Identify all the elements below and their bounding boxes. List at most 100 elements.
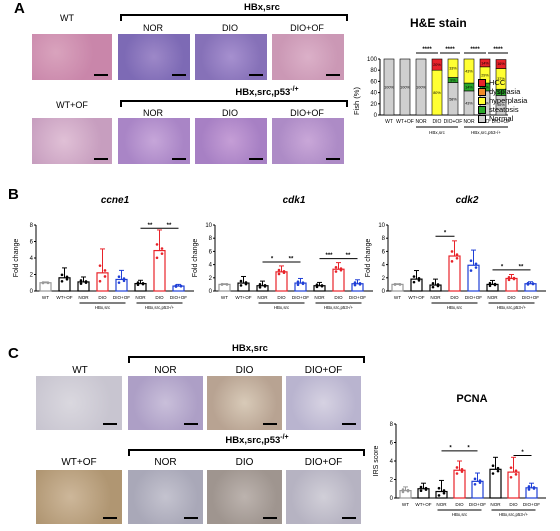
chart-ylabel: IRS score: [373, 446, 380, 477]
chart-point: [478, 479, 482, 482]
chart-point: [122, 279, 126, 283]
chart-bar: [417, 488, 430, 499]
chart-ytick-label: 2: [30, 273, 34, 279]
chart-point: [244, 282, 248, 286]
chart-point: [473, 482, 477, 486]
chart-point: [301, 282, 305, 286]
chart-point: [514, 469, 518, 472]
row1-group-label: HBx,src: [244, 2, 280, 13]
chart-point: [469, 269, 473, 272]
chart-point: [98, 264, 102, 267]
chart-point: [277, 272, 281, 276]
chart-point: [401, 490, 405, 494]
chart-point: [532, 487, 536, 490]
chart-xtick-label: DIO+OF: [113, 295, 130, 300]
chart-ytick-label: 4: [209, 263, 213, 269]
he-data-label: 43%: [465, 70, 473, 74]
chart-bar: [391, 283, 404, 292]
chart-bar: [410, 278, 423, 292]
legend-swatch: [478, 87, 486, 96]
pcna-title: PCNA: [456, 393, 487, 405]
row1-bracket: [120, 14, 348, 21]
he-sig-label: ****: [422, 47, 432, 53]
he-xtick-label: DIO: [433, 119, 442, 125]
chart-group-label: HBx,src,p53-/+: [497, 305, 527, 310]
chart-point: [460, 468, 464, 471]
chart-group-label: HBx,src: [447, 305, 463, 310]
chart-title: ccne1: [101, 195, 130, 206]
chart-point: [174, 284, 178, 287]
a-r2-label-0: WT+OF: [56, 100, 88, 110]
he-xtick-label: DIO+OF: [444, 119, 463, 125]
cdk2-chart: cdk2 Fold change 0 2 4 6 8 10 WT WT+OF NOR DIO DIO+O…: [365, 195, 546, 310]
chart-title: cdk2: [456, 195, 479, 206]
chart-ytick-label: 4: [30, 256, 34, 262]
c-row1-group-label: HBx,src: [232, 343, 268, 354]
chart-point: [460, 470, 464, 473]
chart-ylabel: Fold change: [192, 239, 199, 278]
chart-point: [296, 283, 300, 286]
chart-sig-label: **: [289, 256, 294, 262]
chart-xtick-label: WT+OF: [235, 295, 251, 300]
chart-bar: [115, 278, 128, 292]
chart-xtick-label: DIO+OF: [465, 295, 482, 300]
micrograph-c-wt: [36, 376, 122, 430]
chart-point: [122, 277, 126, 280]
chart-point: [225, 283, 229, 286]
chart-ytick-label: 8: [209, 236, 213, 242]
chart-bar: [486, 283, 499, 292]
chart-point: [277, 268, 281, 272]
micrograph-c2-diof: [286, 470, 361, 524]
chart-bar: [525, 487, 538, 499]
chart-sig-label: **: [148, 223, 153, 229]
c-r2-label-0: WT+OF: [61, 457, 97, 468]
cdk1-chart: cdk1 Fold change 0 2 4 6 8 10 WT WT+OF NOR DIO DIO+O…: [192, 195, 373, 310]
chart-bar: [172, 285, 185, 292]
chart-point: [437, 486, 441, 490]
chart-point: [41, 281, 45, 284]
chart-xtick-label: NOR: [257, 295, 268, 300]
c-r2-label-3: DIO+OF: [304, 457, 343, 468]
chart-point: [84, 281, 88, 284]
chart-bar: [507, 471, 520, 499]
c-r2-label-1: NOR: [154, 457, 177, 468]
he-data-label: 11%: [497, 90, 505, 94]
chart-ytick-label: 8: [390, 422, 394, 428]
he-plot-area: 0 20 40 60 80 100 100% WT 100% WT+OF 100% NOR 20% 80%…: [367, 47, 510, 135]
chart-sig-label: *: [521, 450, 524, 456]
chart-xtick-label: NOR: [436, 502, 447, 507]
he-xtick-label: NOR: [463, 119, 475, 125]
chart-point: [136, 283, 140, 287]
chart-point: [509, 466, 513, 469]
chart-xtick-label: DIO: [507, 295, 516, 300]
legend-item-steatosis: steatosis: [478, 105, 527, 114]
chart-point: [60, 273, 64, 277]
he-data-label: 37%: [497, 77, 505, 81]
he-xtick-label: DIO+OF: [492, 119, 511, 125]
chart-point: [526, 281, 530, 285]
chart-point: [527, 485, 531, 488]
he-bar-segment: [463, 58, 475, 84]
chart-xtick-label: DIO+OF: [522, 295, 539, 300]
chart-point: [412, 275, 416, 278]
chart-bar: [505, 277, 518, 292]
chart-point: [473, 477, 477, 481]
chart-point: [412, 280, 416, 284]
chart-bar: [218, 283, 231, 292]
he-xtick-label: WT: [385, 119, 393, 125]
micrograph-a-wt: [32, 34, 112, 80]
chart-point: [493, 283, 497, 287]
chart-bar: [489, 468, 502, 499]
chart-ytick-label: 6: [390, 441, 394, 447]
he-ytick-label: 40: [370, 91, 377, 97]
he-ytick-label: 20: [370, 102, 377, 108]
chart-xtick-label: DIO+OF: [349, 295, 366, 300]
he-ytick-label: 80: [370, 68, 377, 74]
chart-xtick-label: NOR: [78, 295, 89, 300]
chart-point: [424, 488, 428, 491]
chart-point: [406, 489, 410, 493]
chart-point: [491, 472, 495, 475]
chart-xtick-label: WT+OF: [415, 502, 431, 507]
he-bar-segment: [431, 58, 443, 71]
he-sig-label: ****: [470, 47, 480, 53]
